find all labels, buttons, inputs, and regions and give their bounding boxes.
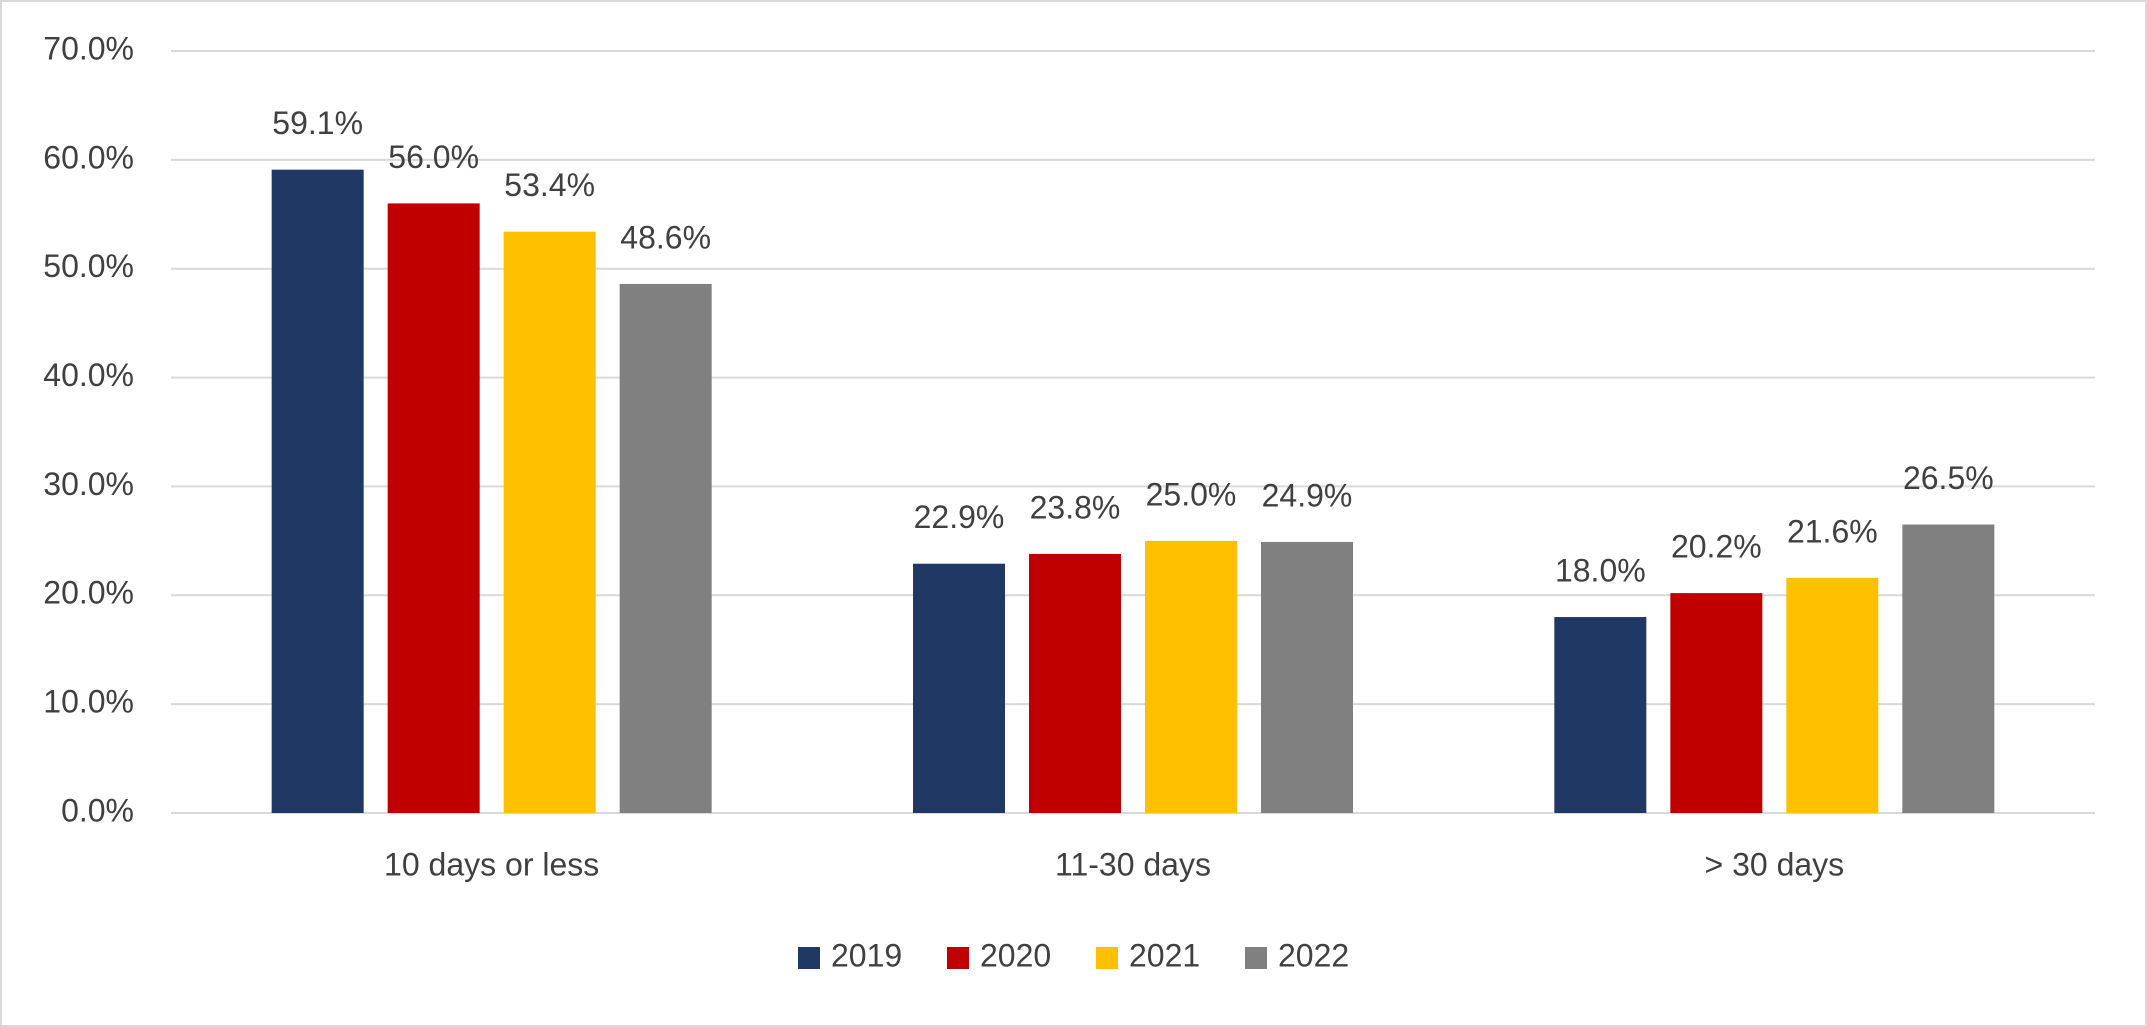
- data-label: 53.4%: [504, 167, 595, 203]
- bar: [1261, 541, 1353, 813]
- bar: [619, 283, 712, 813]
- bar: [1786, 577, 1879, 813]
- bar: [1029, 553, 1121, 813]
- legend-label: 2021: [1129, 937, 1200, 973]
- data-label: 21.6%: [1787, 513, 1878, 549]
- y-tick-label: 10.0%: [43, 684, 134, 720]
- x-tick-label: 11-30 days: [1055, 846, 1211, 882]
- legend-label: 2020: [980, 937, 1051, 973]
- legend-swatch: [798, 947, 820, 969]
- data-label: 48.6%: [620, 219, 711, 255]
- data-label: 24.9%: [1262, 477, 1353, 513]
- bar: [271, 169, 364, 813]
- data-label: 26.5%: [1903, 460, 1994, 496]
- bar: [1554, 617, 1647, 813]
- bar: [913, 563, 1005, 813]
- data-label: 59.1%: [272, 105, 363, 141]
- y-tick-label: 20.0%: [43, 575, 134, 611]
- data-label: 22.9%: [914, 499, 1005, 535]
- legend-swatch: [947, 947, 969, 969]
- y-tick-label: 50.0%: [43, 248, 134, 284]
- data-label: 20.2%: [1671, 529, 1762, 565]
- legend-swatch: [1245, 947, 1267, 969]
- y-tick-label: 70.0%: [43, 30, 134, 66]
- data-label: 56.0%: [388, 139, 479, 175]
- legend-swatch: [1096, 947, 1118, 969]
- y-tick-label: 60.0%: [43, 139, 134, 175]
- y-tick-label: 30.0%: [43, 466, 134, 502]
- bar: [503, 231, 596, 813]
- y-tick-label: 40.0%: [43, 357, 134, 393]
- x-tick-label: 10 days or less: [384, 846, 599, 882]
- bar: [1145, 540, 1237, 813]
- data-label: 25.0%: [1146, 476, 1237, 512]
- bar: [1670, 593, 1763, 813]
- legend-label: 2022: [1278, 937, 1349, 973]
- bar: [1902, 524, 1995, 813]
- legend-label: 2019: [831, 937, 902, 973]
- data-label: 23.8%: [1030, 489, 1121, 525]
- data-label: 18.0%: [1555, 553, 1646, 589]
- x-tick-label: > 30 days: [1705, 846, 1845, 882]
- bar: [387, 203, 480, 813]
- y-tick-label: 0.0%: [61, 792, 134, 828]
